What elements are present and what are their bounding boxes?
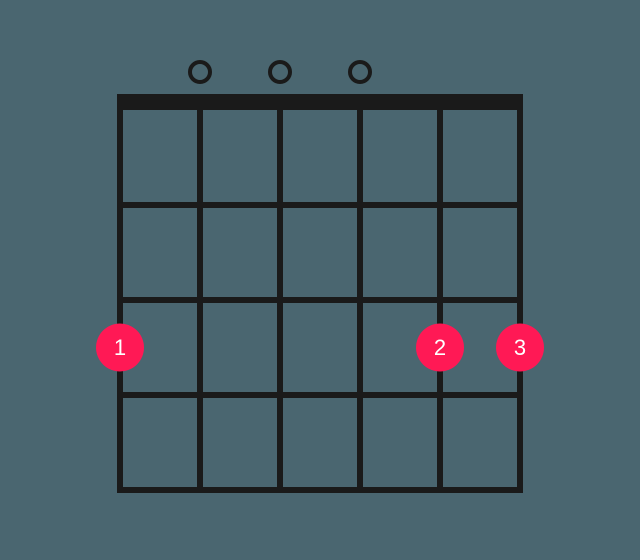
fret xyxy=(117,487,523,493)
nut xyxy=(117,94,523,110)
fret xyxy=(117,297,523,303)
open-string-marker xyxy=(190,62,210,82)
fret xyxy=(117,202,523,208)
finger-label: 2 xyxy=(434,335,446,360)
open-string-marker xyxy=(350,62,370,82)
chord-diagram: 1 2 3 xyxy=(0,0,640,560)
fret xyxy=(117,392,523,398)
finger-label: 1 xyxy=(114,335,126,360)
open-string-marker xyxy=(270,62,290,82)
finger-label: 3 xyxy=(514,335,526,360)
